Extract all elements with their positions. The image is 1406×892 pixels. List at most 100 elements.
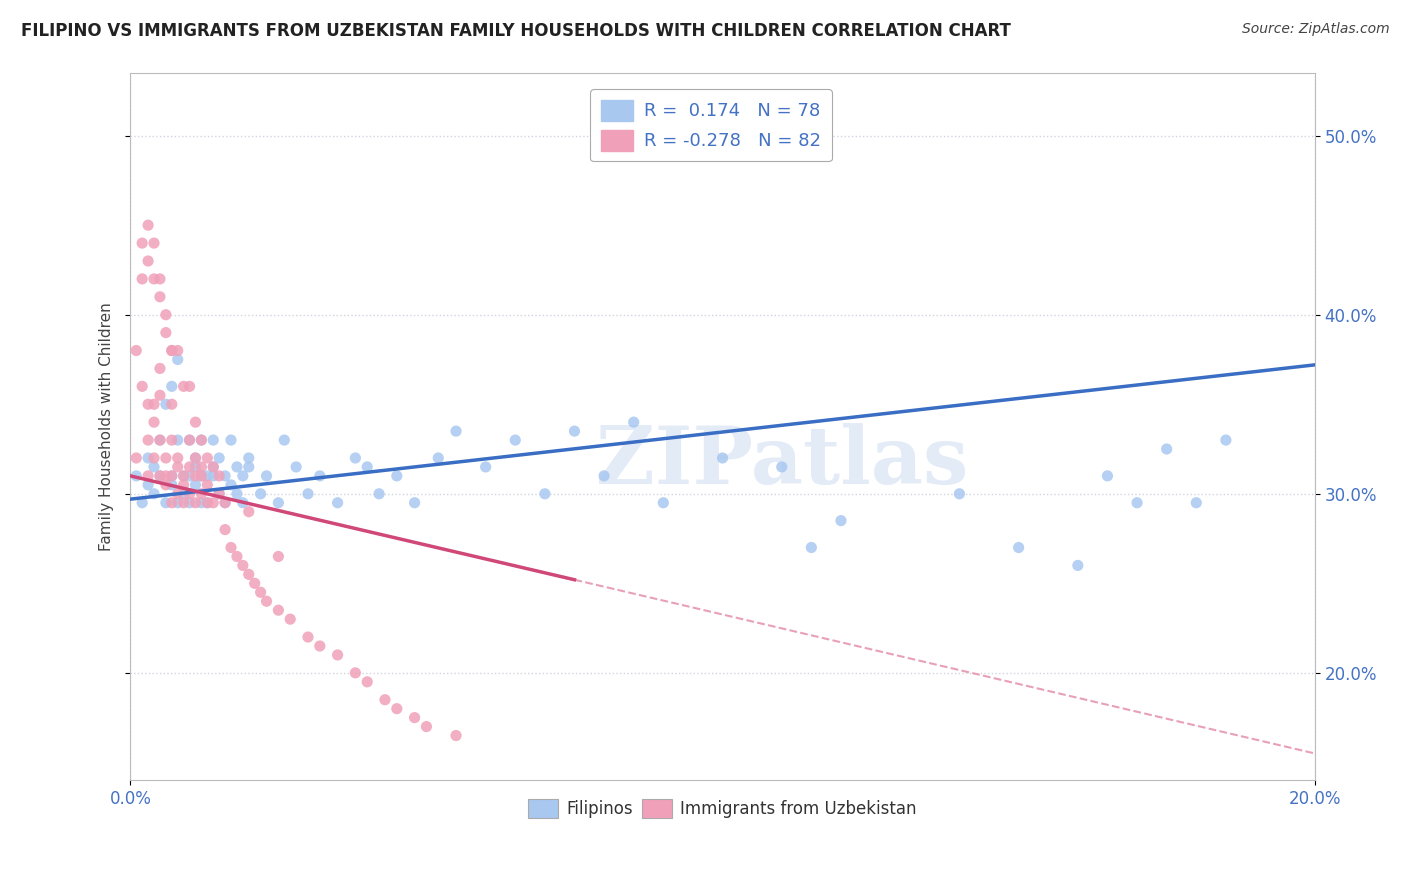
Text: Source: ZipAtlas.com: Source: ZipAtlas.com: [1241, 22, 1389, 37]
Point: [285, 459, 308, 474]
Point: [195, 450, 218, 465]
Point: [143, 459, 166, 474]
Point: [149, 433, 172, 447]
Point: [166, 433, 188, 447]
Point: [179, 433, 201, 447]
Point: [273, 433, 295, 447]
Point: [219, 541, 242, 555]
Point: [160, 496, 183, 510]
Point: [149, 433, 172, 447]
Point: [326, 648, 349, 662]
Point: [308, 469, 330, 483]
Point: [415, 720, 437, 734]
Point: [179, 433, 201, 447]
Point: [1097, 469, 1119, 483]
Point: [368, 487, 391, 501]
Point: [278, 612, 301, 626]
Text: FILIPINO VS IMMIGRANTS FROM UZBEKISTAN FAMILY HOUSEHOLDS WITH CHILDREN CORRELATI: FILIPINO VS IMMIGRANTS FROM UZBEKISTAN F…: [21, 22, 1011, 40]
Point: [155, 478, 177, 492]
Point: [173, 469, 195, 483]
Point: [160, 469, 183, 483]
Point: [179, 459, 201, 474]
Point: [427, 450, 450, 465]
Point: [593, 469, 616, 483]
Point: [219, 478, 242, 492]
Point: [131, 496, 153, 510]
Point: [208, 469, 231, 483]
Point: [166, 343, 188, 358]
Point: [143, 272, 166, 286]
Point: [623, 415, 645, 429]
Point: [652, 496, 675, 510]
Point: [385, 469, 408, 483]
Point: [226, 459, 249, 474]
Point: [249, 585, 271, 599]
Point: [1007, 541, 1029, 555]
Point: [195, 469, 218, 483]
Point: [208, 487, 231, 501]
Point: [160, 469, 183, 483]
Point: [308, 639, 330, 653]
Point: [564, 424, 586, 438]
Point: [166, 459, 188, 474]
Point: [195, 496, 218, 510]
Point: [184, 450, 207, 465]
Point: [208, 450, 231, 465]
Point: [190, 433, 212, 447]
Point: [830, 514, 852, 528]
Point: [444, 424, 467, 438]
Point: [226, 549, 249, 564]
Point: [190, 459, 212, 474]
Point: [503, 433, 526, 447]
Point: [404, 496, 426, 510]
Point: [214, 496, 236, 510]
Point: [184, 450, 207, 465]
Point: [155, 496, 177, 510]
Point: [800, 541, 823, 555]
Point: [184, 459, 207, 474]
Point: [202, 496, 225, 510]
Point: [149, 272, 172, 286]
Point: [160, 433, 183, 447]
Point: [267, 496, 290, 510]
Point: [155, 397, 177, 411]
Point: [344, 450, 367, 465]
Point: [184, 496, 207, 510]
Point: [136, 397, 159, 411]
Point: [149, 469, 172, 483]
Point: [143, 450, 166, 465]
Point: [179, 496, 201, 510]
Point: [208, 487, 231, 501]
Point: [190, 469, 212, 483]
Point: [238, 450, 260, 465]
Point: [404, 711, 426, 725]
Point: [232, 469, 254, 483]
Point: [267, 549, 290, 564]
Point: [256, 469, 278, 483]
Point: [173, 496, 195, 510]
Point: [202, 469, 225, 483]
Point: [1215, 433, 1237, 447]
Point: [1126, 496, 1149, 510]
Point: [136, 469, 159, 483]
Point: [160, 343, 183, 358]
Point: [155, 469, 177, 483]
Point: [143, 397, 166, 411]
Point: [136, 254, 159, 268]
Point: [143, 415, 166, 429]
Point: [374, 692, 396, 706]
Point: [1067, 558, 1090, 573]
Point: [356, 674, 378, 689]
Point: [173, 487, 195, 501]
Point: [195, 496, 218, 510]
Point: [166, 487, 188, 501]
Point: [136, 433, 159, 447]
Point: [155, 326, 177, 340]
Point: [143, 487, 166, 501]
Point: [195, 478, 218, 492]
Point: [249, 487, 271, 501]
Point: [149, 361, 172, 376]
Point: [149, 469, 172, 483]
Point: [297, 630, 319, 644]
Point: [344, 665, 367, 680]
